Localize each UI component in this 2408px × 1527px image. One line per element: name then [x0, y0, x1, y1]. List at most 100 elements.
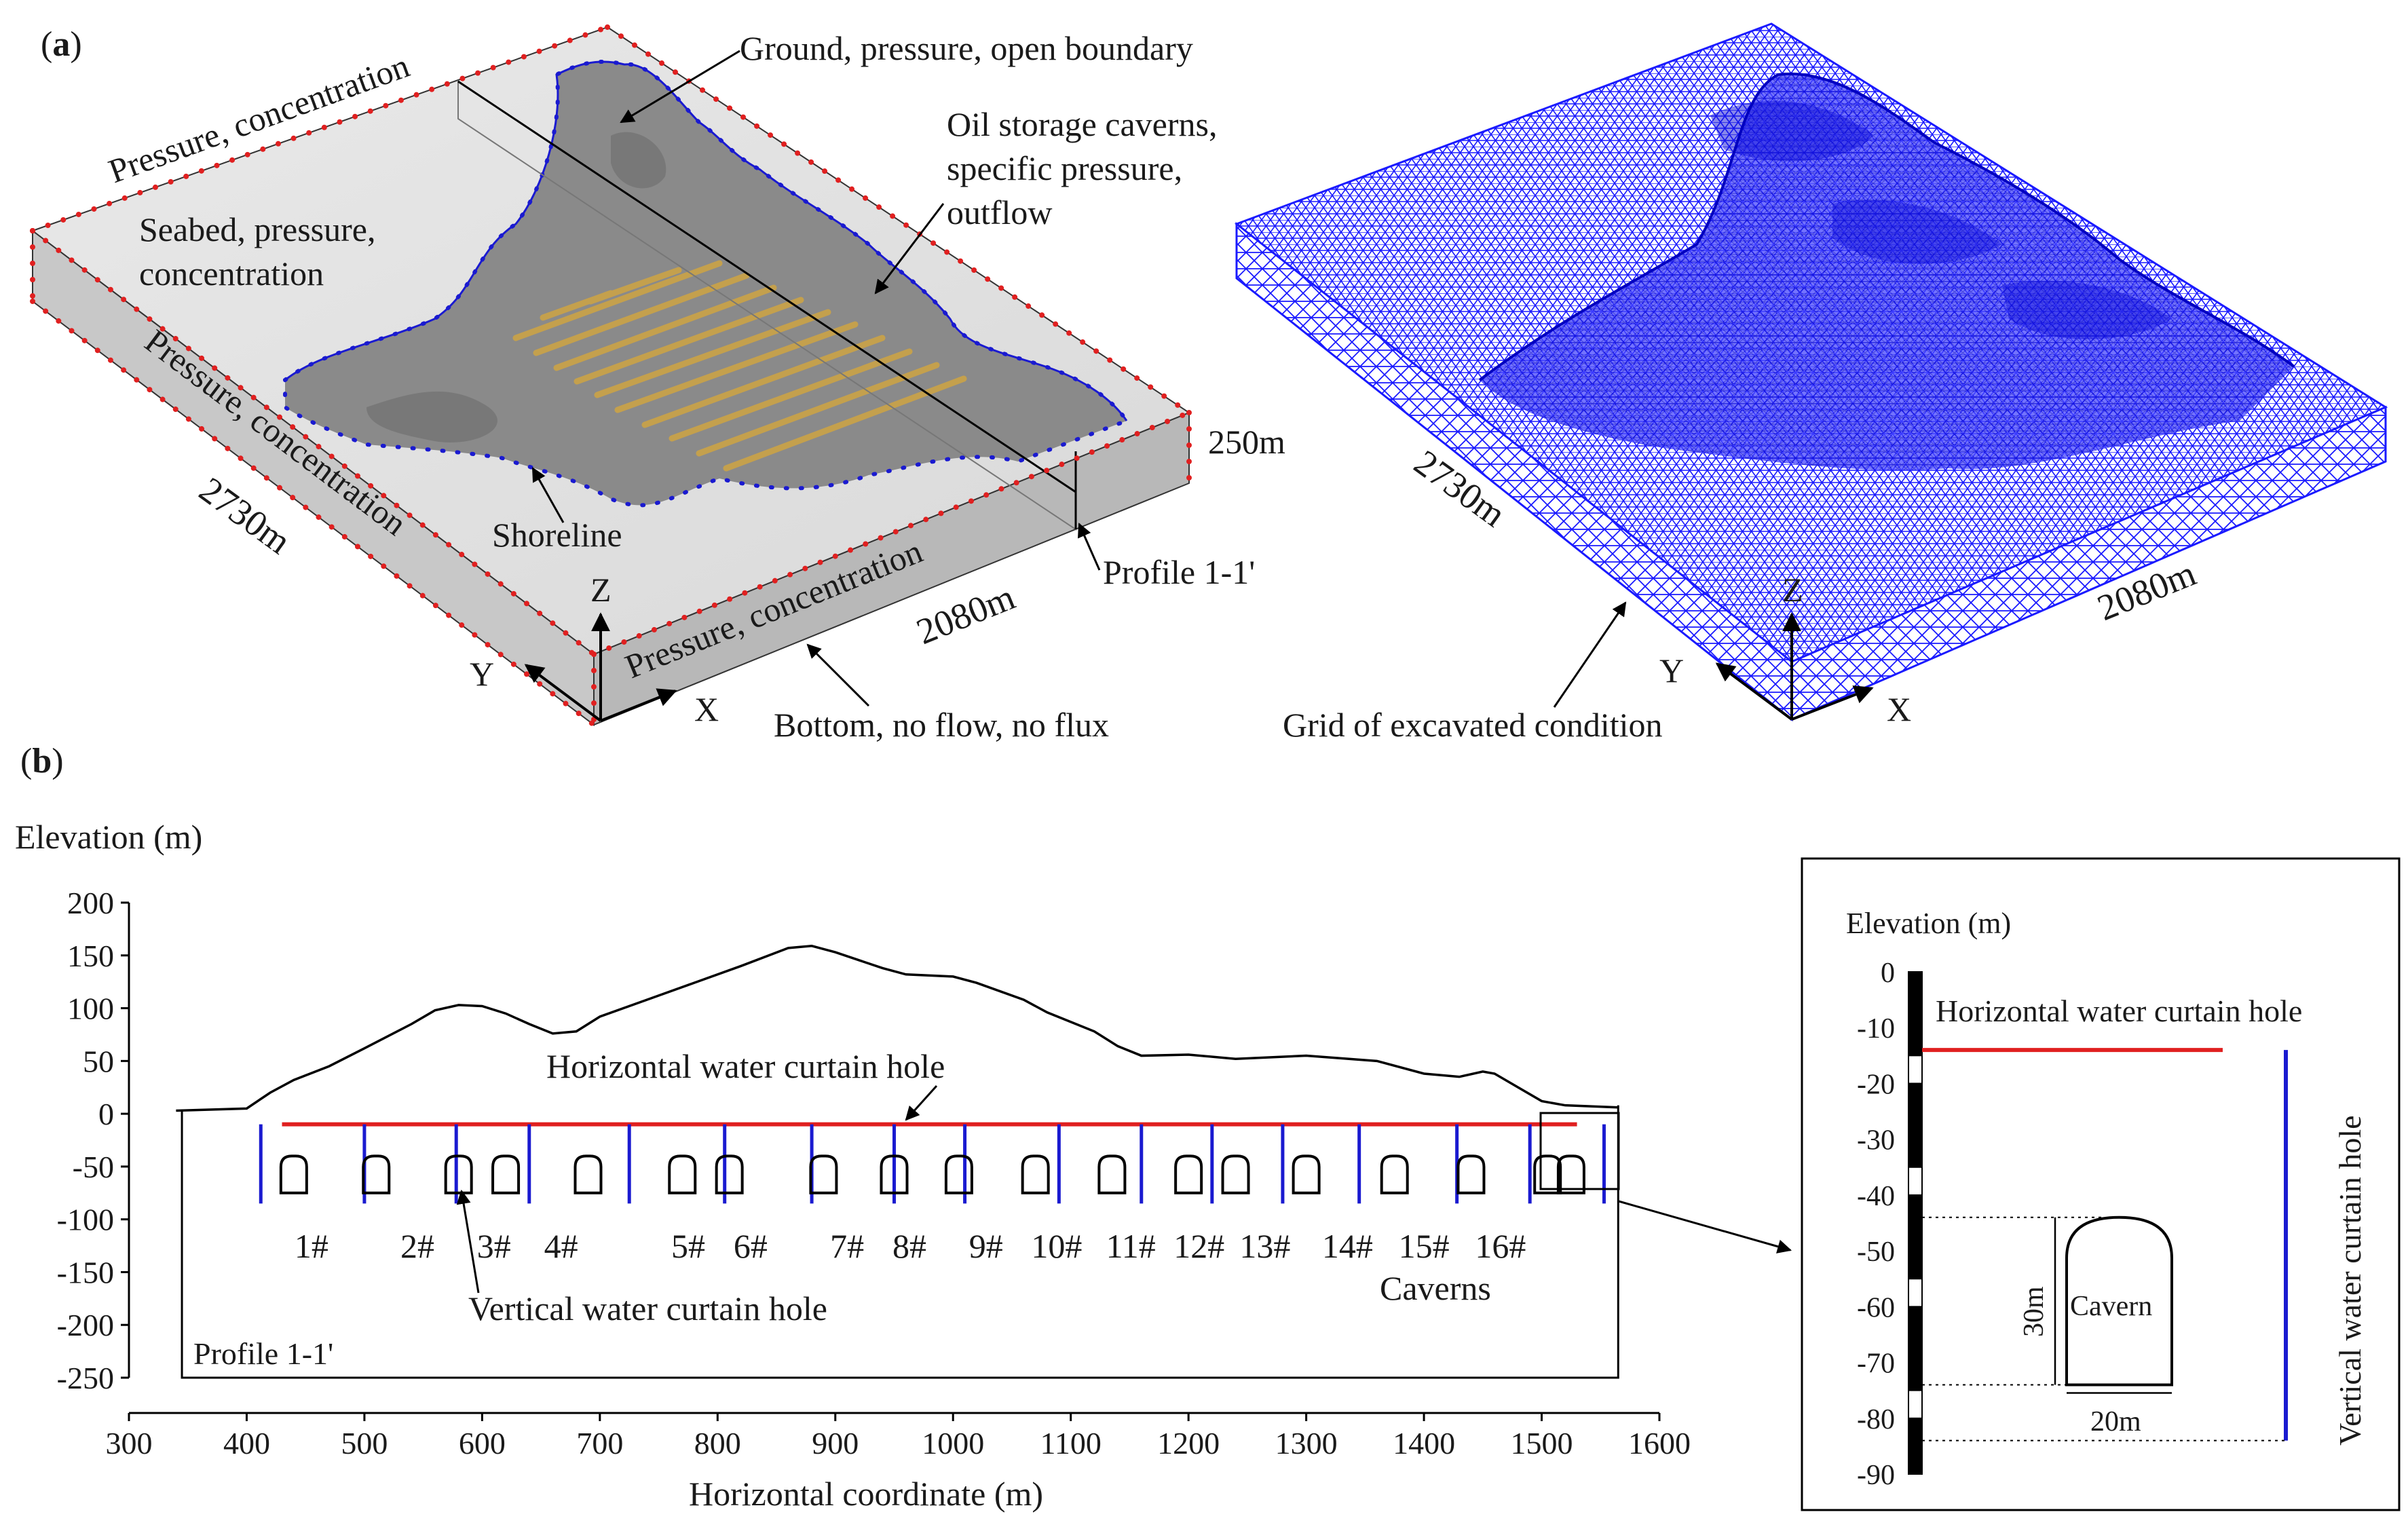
detail-horizontal-hole-label: Horizontal water curtain hole [1936, 994, 2302, 1028]
detail-zoom-box [1539, 1112, 1620, 1190]
y-tick-label: -100 [57, 1203, 114, 1237]
model-domain-outline [181, 1105, 1619, 1379]
profile-line [457, 80, 1076, 493]
shoreline-line [284, 60, 1128, 421]
cavern [1292, 1154, 1321, 1194]
x-tick-label: 700 [576, 1426, 623, 1460]
cavern [715, 1154, 744, 1194]
cavern-label: 1# [295, 1227, 328, 1265]
cavern-label: 15# [1399, 1227, 1450, 1265]
scale-segment [1908, 1222, 1923, 1252]
pressure-boundary-dots [30, 24, 1192, 728]
scale-segment [1908, 1166, 1923, 1196]
scale-segment-dark [1908, 972, 1922, 1000]
detail-tick-label: -50 [1857, 1237, 1895, 1268]
cavern-shapes [279, 1154, 1585, 1194]
cavern-label: 16# [1475, 1227, 1526, 1265]
cavern [880, 1154, 909, 1194]
cavern-label: 7# [830, 1227, 864, 1265]
y-tick-label: 200 [67, 886, 114, 920]
detail-tick-label: -90 [1857, 1460, 1895, 1491]
panel-b-label: b [32, 742, 52, 780]
model-axes: Z Y X [470, 571, 719, 728]
x-tick-label: 800 [694, 1426, 741, 1460]
scale-segment-dark [1908, 1418, 1922, 1446]
cavern-label: 11# [1106, 1227, 1156, 1265]
detail-height-label: 30m [2018, 1286, 2050, 1337]
y-tick-label: -250 [57, 1361, 114, 1395]
scale-segment-dark [1908, 1083, 1922, 1112]
cavern [1556, 1154, 1585, 1194]
mesh-axis-x: X [1887, 690, 1911, 728]
cavern [1021, 1154, 1050, 1194]
detail-tick-label: 0 [1881, 958, 1895, 989]
detail-tick-label: -80 [1857, 1404, 1895, 1435]
cavern [1174, 1154, 1203, 1194]
axis-x-label: X [694, 690, 719, 728]
x-tick-label: 1100 [1040, 1426, 1102, 1460]
detail-vertical-hole-label: Vertical water curtain hole [2333, 1115, 2367, 1446]
scale-segment [1908, 1055, 1923, 1085]
cavern-labels: 1# 2# 3# 4# 5# 6# 7# 8# 9# 10# 11# 12# 13# 14# 15# 16# [295, 1227, 1526, 1265]
x-tick-label: 500 [341, 1426, 388, 1460]
scale-segment [1908, 999, 1923, 1029]
scale-segment-dark [1908, 1194, 1922, 1223]
cavern [362, 1154, 391, 1194]
detail-tick-label: -20 [1857, 1069, 1895, 1100]
scale-segment-dark [1908, 1362, 1922, 1391]
label-caverns: Oil storage caverns, specific pressure, … [947, 105, 1226, 231]
scale-segment [1908, 1278, 1923, 1308]
axis-z-label: Z [590, 571, 612, 609]
x-tick-label: 900 [812, 1426, 859, 1460]
mesh-axis-y: Y [1659, 652, 1684, 690]
cavern-label: 4# [544, 1227, 578, 1265]
cavern [444, 1154, 473, 1194]
profile-box-label: Profile 1-1' [193, 1336, 333, 1371]
cavern [1097, 1154, 1127, 1194]
label-profile: Profile 1-1' [1103, 553, 1255, 591]
x-tick-label: 1400 [1393, 1426, 1455, 1460]
cavern-label: 14# [1322, 1227, 1373, 1265]
label-ground: Ground, pressure, open boundary [740, 29, 1193, 67]
cavern-label: 6# [734, 1227, 768, 1265]
y-tick-label: -150 [57, 1255, 114, 1289]
x-tick-label: 1500 [1511, 1426, 1573, 1460]
cavern [491, 1154, 521, 1194]
scale-segment [1908, 1389, 1923, 1419]
oil-storage-caverns [512, 260, 967, 472]
scale-segment [1908, 1334, 1923, 1363]
detail-tick-label: -40 [1857, 1181, 1895, 1212]
cavern-label: 5# [671, 1227, 705, 1265]
cavern [279, 1154, 308, 1194]
scale-segment [1908, 1110, 1923, 1140]
detail-ylabel: Elevation (m) [1846, 907, 2011, 940]
x-tick-label: 1300 [1275, 1426, 1338, 1460]
x-tick-label: 1000 [922, 1426, 984, 1460]
cavern [1380, 1154, 1409, 1194]
cavern [573, 1154, 603, 1194]
detail-y-ticks: 0 -10 -20 -30 -40 -50 -60 -70 -80 -90 [1857, 958, 1895, 1491]
vertical-water-curtain-holes [259, 1124, 1606, 1204]
mesh-axes: Z Y X [1659, 571, 1911, 728]
cavern [1533, 1154, 1562, 1194]
detail-tick-label: -10 [1857, 1013, 1895, 1044]
detail-frame [1801, 857, 2401, 1511]
label-dim-z: 250m [1208, 423, 1285, 461]
profile-y-ticks: 200 150 100 50 0 -50 -100 -150 -200 -250 [57, 886, 129, 1395]
cavern-label: 3# [477, 1227, 511, 1265]
cavern-label: 10# [1031, 1227, 1082, 1265]
y-tick-label: 50 [83, 1044, 114, 1078]
panel-a-label: a [52, 25, 70, 64]
boundary-condition-model: (a) [30, 24, 1285, 744]
detail-dotted-guides [1922, 1216, 2286, 1441]
cavern [1221, 1154, 1250, 1194]
mesh-caption: Grid of excavated condition [1283, 706, 1663, 744]
label-bottom: Bottom, no flow, no flux [774, 706, 1109, 744]
y-tick-label: 150 [67, 939, 114, 973]
detail-cavern-shape [2065, 1215, 2173, 1387]
detail-cavern-label: Cavern [2070, 1291, 2152, 1322]
mesh-axis-z: Z [1782, 571, 1803, 609]
cavern [1456, 1154, 1486, 1194]
y-tick-label: -50 [73, 1150, 114, 1184]
